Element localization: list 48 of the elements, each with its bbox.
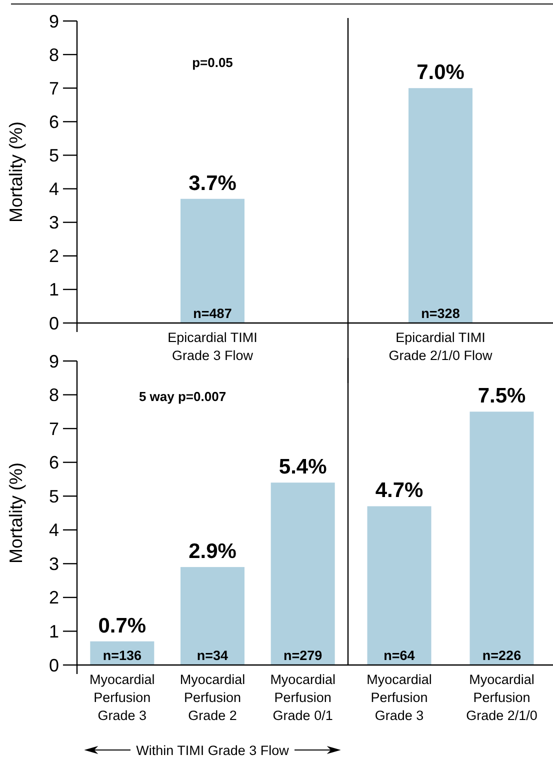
annotation: n=136 [102, 648, 142, 663]
y-tick-label: 3 [48, 554, 59, 574]
y-tick-label: 7 [48, 78, 59, 98]
y-tick-label: 2 [48, 246, 59, 266]
annotation: n=64 [384, 648, 416, 663]
x-tick-label: Myocardial Perfusion Grade 2/1/0 [466, 672, 538, 723]
y-tick-label: 1 [48, 280, 59, 300]
y-tick-label: 5 [48, 146, 59, 166]
y-tick-label: 7 [48, 418, 59, 439]
data-label: 4.7% [375, 479, 424, 502]
y-tick-label: 8 [48, 44, 59, 65]
annotation: n=226 [482, 648, 522, 663]
y-tick-label: 5 [48, 486, 59, 506]
y-tick-label: 0 [48, 313, 59, 334]
y-axis-title: Mortality (%) [6, 462, 26, 564]
y-tick-label: 6 [48, 452, 59, 473]
text: Within TIMI Grade 3 Flow [136, 743, 290, 757]
x-tick-label: Epicardial TIMI Grade 3 Flow [168, 330, 258, 363]
annotation: p=0.05 [192, 55, 233, 70]
y-axis-title: Mortality (%) [6, 121, 26, 223]
annotation: 5 way p=0.007 [138, 389, 226, 404]
x-tick-label: Myocardial Perfusion Grade 0/1 [270, 672, 336, 723]
y-tick-label: 3 [48, 212, 59, 233]
data-label: 7.0% [416, 61, 465, 84]
data-label: 0.7% [98, 614, 146, 638]
bar [270, 482, 335, 665]
annotation: n=487 [193, 306, 232, 321]
y-tick-label: 4 [48, 179, 59, 200]
annotation: n=328 [421, 306, 460, 321]
x-tick-label: Epicardial TIMI Grade 2/1/0 Flow [388, 330, 493, 363]
annotation: n=279 [284, 648, 322, 663]
annotation: n=34 [196, 648, 229, 663]
y-tick-label: 8 [48, 385, 59, 406]
data-label: 7.5% [478, 384, 526, 408]
y-tick-label: 9 [48, 351, 59, 372]
x-tick-label: Myocardial Perfusion Grade 3 [90, 672, 155, 723]
y-tick-label: 1 [48, 622, 59, 642]
data-label: 2.9% [188, 540, 237, 564]
x-tick-label: Myocardial Perfusion Grade 3 [366, 672, 432, 723]
y-tick-label: 9 [48, 11, 59, 32]
y-tick-label: 4 [48, 520, 59, 540]
y-tick-label: 2 [48, 588, 59, 608]
y-tick-label: 0 [48, 655, 59, 676]
y-tick-label: 6 [48, 112, 59, 132]
data-label: 5.4% [278, 456, 328, 479]
x-tick-label: Myocardial Perfusion Grade 2 [180, 672, 246, 723]
data-label: 3.7% [188, 172, 237, 195]
bar [180, 567, 244, 665]
